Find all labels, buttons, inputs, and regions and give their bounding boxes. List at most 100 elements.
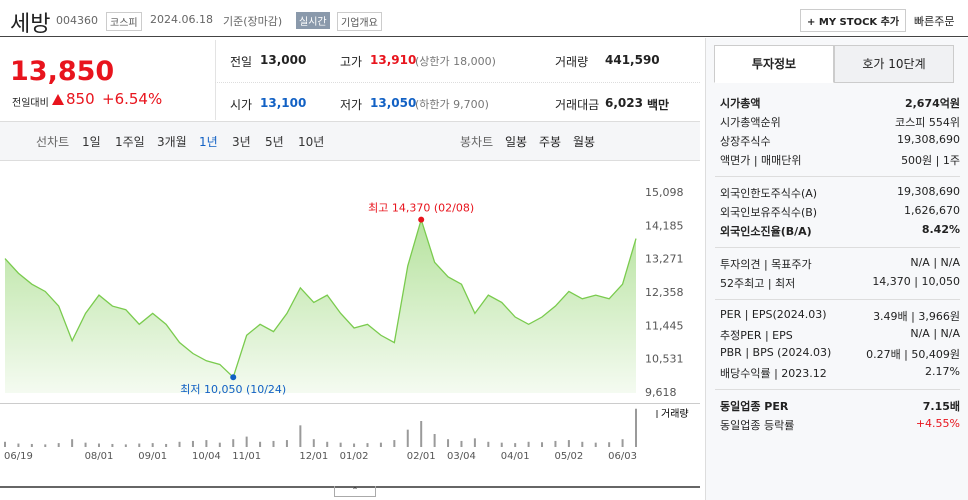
x-tick-label: 10/04	[192, 451, 221, 462]
info-row: PBR | BPS (2024.03) 0.27배 | 50,409원	[720, 346, 960, 364]
info-value: 500원 | 1주	[901, 154, 960, 167]
info-label: 시가총액순위	[720, 116, 781, 129]
volume-bar	[406, 429, 409, 447]
volume-bar	[97, 443, 100, 447]
info-label: 시가총액	[720, 97, 761, 110]
period-tab[interactable]: 10년	[298, 135, 325, 149]
stat-value: 13,910	[370, 53, 417, 67]
period-tab[interactable]: 1년	[199, 135, 218, 149]
info-row: 시가총액순위 코스피 554위	[720, 114, 960, 132]
info-row: 시가총액 2,674억원	[720, 95, 960, 113]
period-tab[interactable]: 3개월	[157, 135, 187, 149]
info-value: 1,626,670	[904, 204, 960, 217]
info-row: PER | EPS(2024.03) 3.49배 | 3,966원	[720, 308, 960, 326]
tab-label: 봉차트	[460, 135, 494, 149]
volume-bar	[205, 440, 208, 447]
volume-bar	[527, 441, 530, 447]
collapse-toggle[interactable]: ⌃	[334, 486, 376, 497]
info-value: 0.27배 | 50,409원	[866, 348, 960, 361]
info-value: 14,370 | 10,050	[872, 275, 960, 288]
volume-bar	[353, 443, 356, 447]
volume-bar	[473, 438, 476, 447]
volume-bar	[111, 443, 114, 447]
volume-bar	[339, 442, 342, 447]
stat-label: 거래량	[555, 55, 589, 69]
change-label: 전일대비	[12, 98, 49, 109]
candle-tab[interactable]: 주봉	[539, 135, 562, 149]
info-value: 2.17%	[925, 365, 960, 378]
volume-bar	[151, 443, 154, 447]
volume-bar	[232, 439, 235, 447]
period-tab[interactable]: 1일	[82, 135, 101, 149]
info-row: 동일업종 등락률 +4.55%	[720, 417, 960, 435]
volume-bar	[71, 439, 74, 447]
company-info[interactable]: 기업개요	[337, 12, 382, 31]
stat-label: 시가	[230, 98, 253, 112]
volume-bar	[312, 439, 315, 447]
info-label: 동일업종 PER	[720, 400, 789, 413]
price-area	[5, 219, 636, 393]
info-value: 8.42%	[921, 223, 960, 236]
stat-value: 441,590	[605, 53, 660, 67]
x-tick-label: 01/02	[340, 451, 369, 462]
info-label: 추정PER | EPS	[720, 329, 793, 342]
info-label: 액면가 | 매매단위	[720, 154, 802, 167]
info-value: 7.15배	[922, 400, 960, 413]
candle-tab[interactable]: 월봉	[573, 135, 596, 149]
volume-bar	[541, 442, 544, 447]
divider	[215, 40, 216, 120]
info-row: 외국인보유주식수(B) 1,626,670	[720, 204, 960, 222]
stock-name: 세방	[10, 12, 51, 37]
volume-bar	[84, 442, 87, 447]
basis: 기준(장마감)	[223, 15, 283, 28]
candle-tab[interactable]: 일봉	[505, 135, 528, 149]
high-label: 최고 14,370 (02/08)	[368, 202, 474, 215]
stat-label: 저가	[340, 98, 363, 112]
y-tick-label: 10,531	[645, 353, 684, 366]
volume-bar	[460, 440, 463, 447]
info-row: 배당수익률 | 2023.12 2.17%	[720, 365, 960, 383]
stat-unit: 백만	[647, 98, 670, 112]
volume-bar	[487, 441, 490, 447]
volume-bar	[635, 408, 637, 447]
pane-divider	[0, 403, 700, 404]
volume-bar	[554, 440, 557, 447]
x-tick-label: 09/01	[138, 451, 167, 462]
realtime-badge[interactable]: 실시간	[296, 12, 330, 29]
period-tab[interactable]: 5년	[265, 135, 284, 149]
period-tab[interactable]: 3년	[232, 135, 251, 149]
stat-note: (상한가 18,000)	[415, 55, 496, 68]
volume-bar	[326, 441, 329, 447]
mystock-button[interactable]: + MY STOCK 추가	[800, 9, 907, 32]
info-row: 외국인소진율(B/A) 8.42%	[720, 223, 960, 241]
change: 850	[66, 90, 95, 108]
volume-bar	[124, 444, 127, 447]
volume-bar	[420, 421, 423, 447]
up-arrow	[52, 94, 64, 105]
stat-label: 고가	[340, 55, 363, 69]
x-tick-label: 06/19	[4, 451, 33, 462]
volume-bar	[379, 442, 382, 447]
stat-label: 전일	[230, 55, 253, 69]
volume-bar	[581, 441, 584, 447]
volume-bar	[259, 441, 262, 447]
x-tick-label: 05/02	[554, 451, 583, 462]
x-tick-label: 12/01	[299, 451, 328, 462]
x-tick-label: 02/01	[407, 451, 436, 462]
side-tab[interactable]: 투자정보	[714, 45, 834, 83]
quick-order[interactable]: 빠른주문	[914, 15, 955, 28]
bottom-rule	[0, 486, 700, 488]
info-label: 배당수익률 | 2023.12	[720, 367, 827, 380]
volume-bar	[165, 443, 168, 447]
stat-label: 거래대금	[555, 98, 600, 112]
info-value: N/A | N/A	[910, 256, 960, 269]
volume-bar	[138, 443, 141, 447]
volume-bar	[272, 440, 275, 447]
chart-tab-bar	[0, 121, 700, 161]
side-tab[interactable]: 호가 10단계	[834, 45, 954, 83]
change-rate: +6.54%	[102, 90, 163, 108]
info-value: 19,308,690	[897, 185, 960, 198]
period-tab[interactable]: 1주일	[115, 135, 145, 149]
price-chart: 15,098 14,185 13,271 12,358 11,445 10,531 9,61…	[4, 186, 689, 462]
section-divider	[715, 176, 960, 177]
